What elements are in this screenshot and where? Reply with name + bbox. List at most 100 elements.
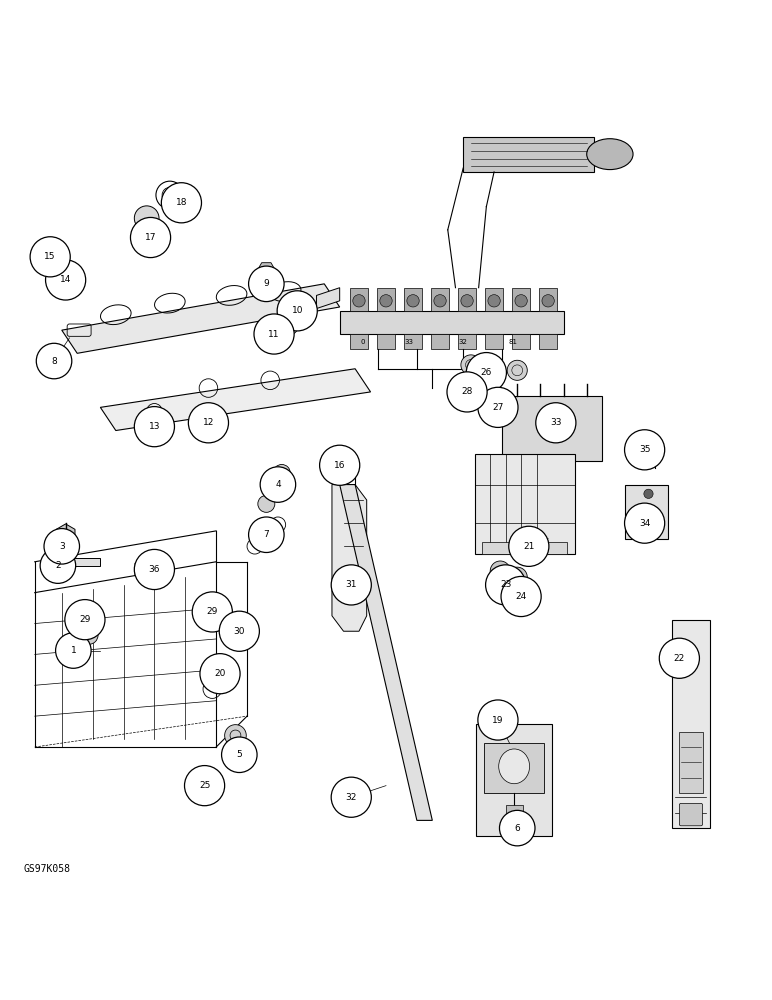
Polygon shape [404, 334, 422, 349]
Circle shape [447, 372, 487, 412]
Circle shape [625, 503, 665, 543]
Polygon shape [482, 542, 567, 554]
Polygon shape [512, 334, 530, 349]
Text: 0: 0 [361, 339, 365, 345]
Circle shape [65, 600, 105, 640]
Text: 1: 1 [70, 646, 76, 655]
Circle shape [478, 700, 518, 740]
Polygon shape [54, 266, 77, 286]
Text: 24: 24 [516, 592, 527, 601]
Polygon shape [539, 334, 557, 349]
Circle shape [40, 548, 76, 583]
Circle shape [509, 526, 549, 566]
Circle shape [229, 617, 249, 637]
Circle shape [380, 295, 392, 307]
Circle shape [490, 561, 510, 581]
Polygon shape [679, 732, 703, 793]
Circle shape [130, 217, 171, 258]
Polygon shape [377, 334, 395, 349]
Circle shape [281, 318, 298, 335]
Circle shape [644, 525, 653, 534]
Polygon shape [475, 454, 575, 554]
Circle shape [659, 638, 699, 678]
Text: 15: 15 [45, 252, 56, 261]
Polygon shape [404, 288, 422, 311]
Text: 10: 10 [292, 306, 303, 315]
Polygon shape [463, 137, 594, 172]
Polygon shape [476, 724, 552, 836]
Circle shape [134, 407, 174, 447]
Circle shape [625, 430, 665, 470]
Polygon shape [340, 311, 564, 334]
Circle shape [434, 295, 446, 307]
Circle shape [161, 183, 201, 223]
Polygon shape [62, 284, 340, 353]
Polygon shape [317, 288, 340, 309]
Circle shape [219, 611, 259, 651]
Circle shape [277, 291, 317, 331]
Text: 25: 25 [199, 781, 210, 790]
Circle shape [188, 403, 229, 443]
Circle shape [489, 390, 512, 413]
Text: 9: 9 [263, 279, 269, 288]
Circle shape [189, 766, 220, 797]
Text: 35: 35 [639, 445, 650, 454]
Text: 26: 26 [481, 368, 492, 377]
Polygon shape [350, 288, 368, 311]
Text: 36: 36 [149, 565, 160, 574]
Circle shape [644, 489, 653, 498]
Circle shape [56, 633, 91, 668]
Circle shape [222, 737, 257, 773]
Polygon shape [625, 485, 668, 539]
Polygon shape [350, 334, 368, 349]
Text: 29: 29 [207, 607, 218, 616]
Text: 21: 21 [523, 542, 534, 551]
Text: 27: 27 [493, 403, 503, 412]
Text: 3: 3 [59, 542, 65, 551]
Text: 23: 23 [500, 580, 511, 589]
Circle shape [507, 360, 527, 380]
Circle shape [507, 567, 527, 587]
Circle shape [542, 295, 554, 307]
Circle shape [192, 592, 232, 632]
Text: 34: 34 [639, 519, 650, 528]
Text: 30: 30 [234, 627, 245, 636]
Circle shape [407, 295, 419, 307]
Circle shape [134, 206, 159, 231]
Circle shape [225, 725, 246, 746]
Circle shape [200, 654, 240, 694]
Text: 28: 28 [462, 387, 472, 396]
Text: 31: 31 [346, 580, 357, 589]
Text: 32: 32 [459, 339, 468, 345]
Circle shape [254, 314, 294, 354]
Ellipse shape [499, 749, 530, 784]
Polygon shape [512, 288, 530, 311]
Circle shape [331, 777, 371, 817]
Text: 29: 29 [80, 615, 90, 624]
Polygon shape [54, 535, 100, 566]
Circle shape [486, 565, 526, 605]
Polygon shape [431, 288, 449, 311]
Polygon shape [431, 334, 449, 349]
Polygon shape [485, 334, 503, 349]
Polygon shape [458, 288, 476, 311]
Circle shape [266, 480, 283, 497]
Text: 4: 4 [275, 480, 281, 489]
Text: 12: 12 [203, 418, 214, 427]
Circle shape [353, 295, 365, 307]
FancyBboxPatch shape [679, 803, 703, 826]
Polygon shape [539, 288, 557, 311]
Circle shape [515, 295, 527, 307]
Circle shape [478, 387, 518, 427]
Circle shape [249, 266, 284, 302]
Text: 5: 5 [236, 750, 242, 759]
Circle shape [46, 260, 86, 300]
Text: 33: 33 [550, 418, 561, 427]
Polygon shape [377, 288, 395, 311]
Circle shape [36, 343, 72, 379]
Text: 22: 22 [674, 654, 685, 663]
Circle shape [80, 603, 98, 621]
Circle shape [249, 517, 284, 552]
Circle shape [260, 467, 296, 502]
Text: 19: 19 [493, 716, 503, 725]
